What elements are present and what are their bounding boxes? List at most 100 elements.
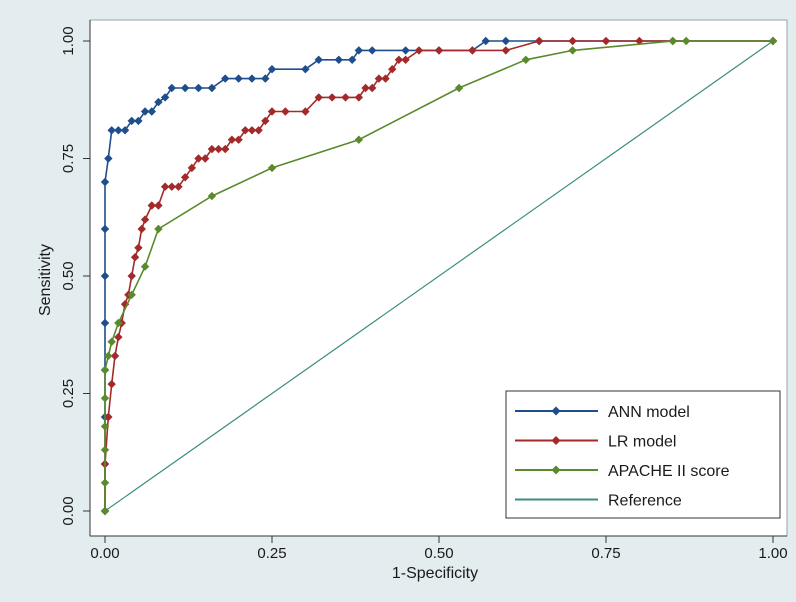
y-tick-label: 0.25 bbox=[60, 379, 77, 408]
lr-model-point bbox=[341, 93, 350, 102]
lr-model-point bbox=[174, 182, 183, 191]
lr-model-point bbox=[374, 74, 384, 83]
lr-model-point bbox=[354, 93, 364, 102]
ann-model-point bbox=[100, 271, 110, 281]
ann-model-point bbox=[114, 126, 123, 135]
apache-ii-score-point bbox=[100, 365, 110, 375]
y-axis-title: Sensitivity bbox=[37, 244, 54, 316]
ann-model-point bbox=[247, 74, 257, 83]
ann-model-point bbox=[301, 65, 310, 74]
ann-model-point bbox=[167, 83, 176, 93]
lr-model-point bbox=[301, 107, 310, 116]
apache-ii-score-point bbox=[521, 55, 531, 64]
y-tick-label: 0.50 bbox=[60, 261, 77, 290]
lr-model-point bbox=[388, 65, 397, 74]
ann-model-point bbox=[347, 55, 357, 64]
x-tick-label: 0.25 bbox=[257, 545, 286, 562]
lr-model-point bbox=[361, 83, 370, 93]
legend-label-reference: Reference bbox=[608, 493, 682, 510]
lr-model-point bbox=[414, 46, 424, 55]
lr-model-point bbox=[568, 36, 577, 46]
lr-model-point bbox=[221, 144, 230, 154]
lr-model-point bbox=[281, 107, 290, 116]
lr-model-point bbox=[147, 201, 156, 210]
apache-ii-score-point bbox=[267, 163, 277, 173]
x-tick-label: 1.00 bbox=[758, 545, 787, 562]
lr-model-point bbox=[180, 173, 190, 182]
ann-model-point bbox=[481, 36, 490, 46]
x-axis-title: 1-Specificity bbox=[392, 565, 478, 582]
ann-model-point bbox=[100, 177, 110, 187]
ann-model-point bbox=[354, 46, 364, 55]
lr-model-point bbox=[368, 83, 377, 93]
apache-ii-score-point bbox=[100, 445, 110, 455]
lr-model-point bbox=[267, 107, 277, 116]
apache-ii-score-point bbox=[100, 394, 110, 403]
lr-model-point bbox=[401, 55, 410, 64]
legend-label-apache-ii-score: APACHE II score bbox=[608, 463, 730, 480]
lr-model-point bbox=[601, 36, 611, 46]
ann-model-point bbox=[180, 83, 190, 93]
ann-model-point bbox=[207, 83, 217, 93]
x-tick-label: 0.00 bbox=[90, 545, 119, 562]
apache-ii-score-point bbox=[768, 36, 778, 46]
lr-model-point bbox=[214, 144, 223, 154]
legend: ANN model LR model APACHE II score Referenc… bbox=[505, 390, 781, 519]
ann-model-point bbox=[334, 55, 343, 64]
lr-model-point bbox=[187, 163, 197, 173]
ann-model-point bbox=[107, 126, 116, 135]
apache-ii-score-point bbox=[100, 506, 110, 516]
legend-marker-lr-model bbox=[551, 436, 561, 445]
lr-model-point bbox=[254, 126, 263, 135]
lr-model-point bbox=[194, 154, 203, 163]
lr-model-point bbox=[247, 126, 257, 135]
ann-model-point bbox=[261, 74, 270, 83]
lr-model-point bbox=[327, 93, 337, 102]
lr-model-point bbox=[381, 74, 390, 83]
ann-model-point bbox=[127, 116, 136, 126]
lr-model-point bbox=[635, 36, 644, 46]
apache-ii-score-point bbox=[140, 262, 150, 271]
ann-model-point bbox=[140, 107, 150, 116]
ann-model-point bbox=[120, 126, 130, 135]
lr-model-point bbox=[167, 182, 176, 191]
legend-marker-ann-model bbox=[551, 406, 561, 416]
y-tick-label: 0.75 bbox=[60, 144, 77, 173]
ann-model-line bbox=[104, 40, 773, 511]
apache-ii-score-point bbox=[354, 135, 364, 144]
lr-model-point bbox=[314, 93, 323, 102]
lr-model-point bbox=[114, 332, 123, 342]
lr-model-point bbox=[241, 126, 250, 135]
ann-model-point bbox=[314, 55, 323, 64]
apache-ii-score-point bbox=[454, 83, 464, 93]
lr-model-point bbox=[160, 182, 170, 191]
ann-model-point bbox=[368, 46, 377, 55]
lr-model-point bbox=[154, 201, 163, 210]
lr-model-point bbox=[234, 135, 243, 144]
lr-model-point bbox=[134, 243, 143, 252]
apache-ii-score-point bbox=[100, 422, 110, 431]
axes: 0.00 0.25 0.50 0.75 1.00 0.00 0.25 0.50 0.75 1.00 bbox=[60, 20, 788, 562]
legend-label-ann-model: ANN model bbox=[608, 404, 690, 421]
apache-ii-score-point bbox=[114, 318, 123, 328]
lr-model-point bbox=[201, 154, 210, 163]
lr-model-point bbox=[535, 36, 544, 46]
legend-label-lr-model: LR model bbox=[608, 434, 676, 451]
ann-model-point bbox=[501, 36, 510, 46]
y-tick-label: 1.00 bbox=[60, 26, 77, 55]
apache-ii-score-point bbox=[104, 351, 113, 361]
ann-model-point bbox=[160, 93, 170, 102]
lr-model-point bbox=[110, 351, 120, 361]
ann-model-point bbox=[100, 318, 110, 328]
series-layer bbox=[100, 36, 778, 516]
lr-model-point bbox=[394, 55, 404, 64]
lr-model-point bbox=[468, 46, 477, 55]
apache-ii-score-point bbox=[107, 337, 116, 346]
ann-model-point bbox=[100, 224, 110, 234]
lr-model-point bbox=[137, 224, 146, 234]
legend-marker-apache-ii-score bbox=[551, 465, 561, 475]
apache-ii-score-point bbox=[668, 36, 677, 46]
apache-ii-score-point bbox=[127, 290, 136, 299]
ann-model-point bbox=[104, 154, 113, 163]
